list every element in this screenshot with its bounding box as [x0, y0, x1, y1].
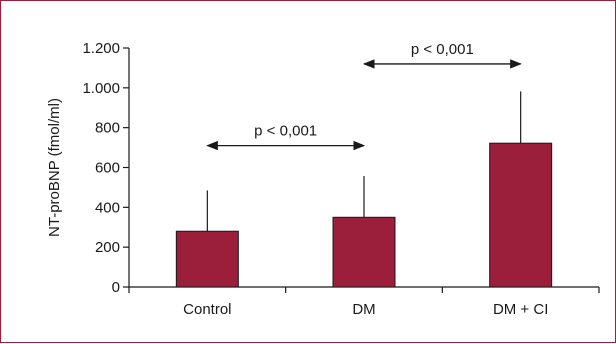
- y-tick-label: 800: [95, 120, 120, 137]
- y-axis: 0 200 400 600 800 1.000 1.200: [82, 40, 130, 296]
- y-tick-label: 200: [95, 239, 120, 256]
- y-tick-label: 1.200: [82, 40, 120, 57]
- x-axis: Control DM DM + CI: [128, 286, 600, 318]
- x-category-label: Control: [183, 301, 231, 318]
- bars: [175, 91, 553, 288]
- y-tick-label: 600: [95, 160, 120, 177]
- y-tick-label: 0: [112, 279, 120, 296]
- y-tick-label: 1.000: [82, 80, 120, 97]
- significance-label: p < 0,001: [254, 123, 317, 140]
- x-category-label: DM + CI: [493, 301, 548, 318]
- significance-label: p < 0,001: [411, 41, 474, 58]
- bar: [175, 230, 239, 288]
- y-axis-label: NT-proBNP (fmol/ml): [46, 98, 63, 237]
- x-category-label: DM: [352, 301, 375, 318]
- bar: [332, 216, 396, 288]
- annotations: p < 0,001 p < 0,001: [206, 41, 522, 151]
- bar: [489, 142, 553, 288]
- y-tick-label: 400: [95, 199, 120, 216]
